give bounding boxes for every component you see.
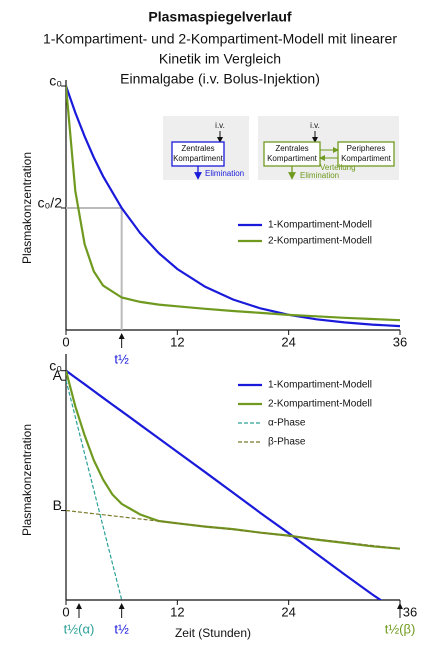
y-axis-label: Plasmakonzentration (20, 152, 34, 264)
inset-text: Kompartiment (341, 154, 392, 163)
annotation: t½(α) (64, 621, 95, 636)
inset-diagram: i.v. Zentrales Kompartiment Elimination (163, 116, 249, 180)
x-tick-label: 24 (281, 334, 295, 349)
legend-label: 1-Kompartiment-Modell (268, 220, 372, 231)
subtitle: Kinetik im Vergleich (159, 51, 281, 67)
series-line (66, 380, 123, 600)
inset-text: Verteilung (320, 163, 356, 172)
inset-text: Peripheres (347, 144, 386, 153)
inset-text: Zentrales (181, 144, 214, 153)
series-line (66, 509, 400, 550)
inset-text: Elimination (205, 169, 244, 178)
legend-label: 2-Kompartiment-Modell (268, 399, 372, 410)
inset-diagram: i.v. Zentrales Kompartiment Peripheres K… (258, 116, 399, 180)
legend-label: 2-Kompartiment-Modell (268, 236, 372, 247)
x-tick-label: 0 (62, 604, 69, 619)
annotation: t½ (114, 351, 129, 366)
x-tick-label: 36 (403, 604, 417, 619)
inset-text: i.v. (215, 121, 225, 130)
series-line (66, 85, 400, 322)
inset-text: Kompartiment (173, 154, 224, 163)
y-tick-label: B (53, 497, 62, 513)
y-tick-label: c₀/2 (38, 195, 63, 211)
x-tick-label: 12 (170, 334, 184, 349)
legend-label: 1-Kompartiment-Modell (268, 380, 372, 391)
subtitle: 1-Kompartiment- und 2-Kompartiment-Model… (43, 31, 397, 47)
plot-area (66, 85, 400, 328)
x-axis-label: Zeit (Stunden) (175, 626, 251, 640)
inset-text: Elimination (300, 171, 339, 180)
y-tick-label: c₀ (49, 73, 62, 89)
annotation: t½ (114, 621, 129, 636)
series-line (66, 369, 383, 600)
y-axis-label: Plasmakonzentration (20, 424, 34, 536)
x-tick-label: 24 (281, 604, 295, 619)
series-line (66, 85, 400, 328)
inset-text: Kompartiment (267, 154, 318, 163)
y-tick-label: c₀ (49, 357, 62, 373)
legend-label: β-Phase (268, 437, 306, 448)
x-tick-label: 0 (62, 334, 69, 349)
inset-text: i.v. (310, 121, 320, 130)
inset-text: Zentrales (275, 144, 308, 153)
series-line (66, 370, 400, 550)
x-tick-label: 12 (170, 604, 184, 619)
plot-area (66, 369, 400, 600)
x-tick-label: 36 (393, 334, 407, 349)
subtitle: Einmalgabe (i.v. Bolus-Injektion) (120, 71, 320, 87)
annotation: t½(β) (385, 621, 416, 636)
title: Plasmaspiegelverlauf (148, 9, 292, 25)
legend-label: α-Phase (268, 418, 306, 429)
y-tick-label: A (53, 367, 63, 383)
